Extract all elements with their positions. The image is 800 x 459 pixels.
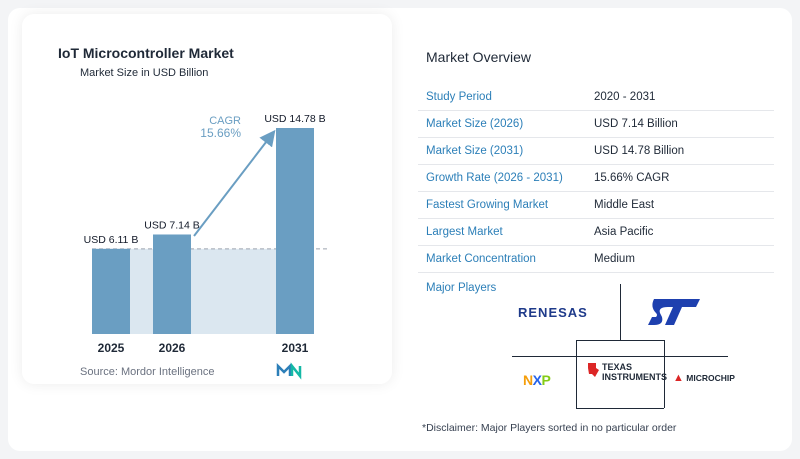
row-key: Fastest Growing Market [426,199,549,211]
st-logo-icon [648,299,700,325]
row-value: 15.66% CAGR [594,172,670,184]
row-key: Study Period [426,91,492,103]
players-divider [512,356,728,357]
bar [276,128,314,334]
row-key: Market Concentration [426,253,536,265]
table-row: Market Concentration Medium [418,246,774,273]
row-key: Largest Market [426,226,503,238]
table-row: Growth Rate (2026 - 2031) 15.66% CAGR [418,165,774,192]
table-row: Fastest Growing Market Middle East [418,192,774,219]
players-divider [576,408,664,409]
players-divider [576,340,577,408]
row-value: Asia Pacific [594,226,654,238]
bar [92,248,130,334]
chart-subtitle: Market Size in USD Billion [80,67,209,79]
chart-title: IoT Microcontroller Market [58,45,234,61]
players-divider [620,284,621,340]
overview-title: Market Overview [426,49,532,65]
table-row: Largest Market Asia Pacific [418,219,774,246]
row-key: Market Size (2026) [426,118,524,130]
bar [153,234,191,334]
bar-value-label: USD 6.11 B [84,234,139,246]
row-value: USD 14.78 Billion [594,145,685,157]
table-row: Market Size (2031) USD 14.78 Billion [418,138,774,165]
table-row: Market Size (2026) USD 7.14 Billion [418,111,774,138]
bar-value-label: USD 14.78 B [264,113,325,125]
cagr-value: 15.66% [200,126,241,140]
microchip-logo: ▲ MICROCHIP [673,372,735,384]
row-key: Market Size (2031) [426,145,524,157]
mordor-logo-icon [276,362,302,380]
source-label: Source: Mordor Intelligence [80,366,215,378]
overview-table: Study Period 2020 - 2031 Market Size (202… [418,84,774,273]
players-divider [576,340,664,341]
ti-logo-text: TEXAS INSTRUMENTS [602,362,667,382]
nxp-logo: NXP [523,372,551,388]
row-value: Middle East [594,199,655,211]
texas-instruments-logo: TEXAS INSTRUMENTS [588,362,667,382]
major-players-label: Major Players [426,282,497,294]
row-key: Growth Rate (2026 - 2031) [426,172,563,184]
row-value: Medium [594,253,635,265]
x-tick-label: 2031 [282,341,309,355]
table-row: Study Period 2020 - 2031 [418,84,774,111]
cagr-label: CAGR [209,115,241,127]
st-logo [648,297,702,332]
disclaimer: *Disclaimer: Major Players sorted in no … [422,422,677,434]
row-value: USD 7.14 Billion [594,118,678,130]
bar-chart: USD 6.11 B 2025 USD 7.14 B 2026 USD 14.78 B 2… [84,113,328,380]
renesas-logo: RENESAS [518,305,588,320]
players-divider [664,340,665,408]
ti-logo-icon [588,363,599,377]
x-tick-label: 2025 [98,341,125,355]
row-value: 2020 - 2031 [594,91,656,103]
cagr-arrow [193,129,276,237]
bar-value-label: USD 7.14 B [144,219,199,231]
microchip-logo-text: MICROCHIP [686,373,735,383]
x-tick-label: 2026 [159,341,186,355]
